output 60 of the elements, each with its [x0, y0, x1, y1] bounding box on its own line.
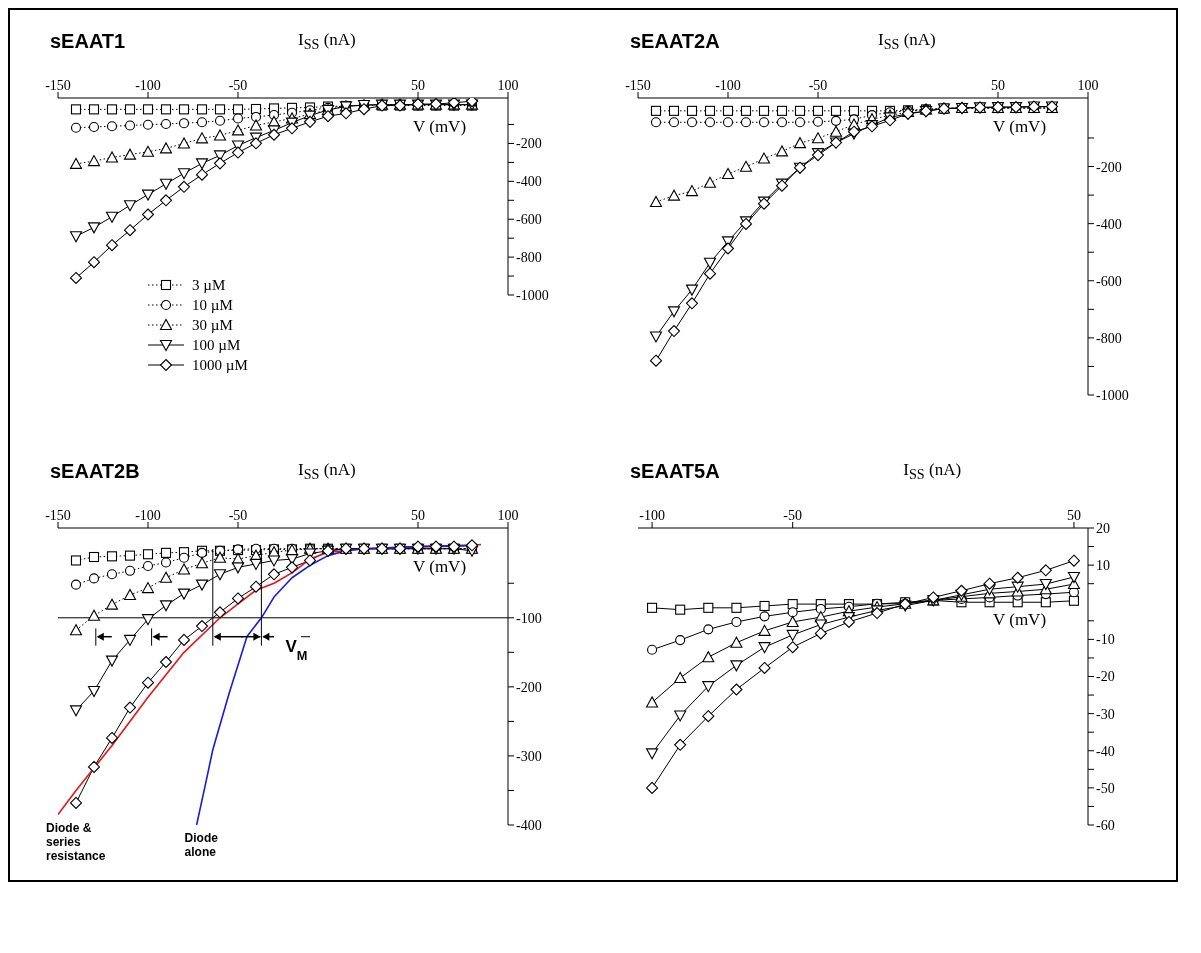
y-axis-title: I$_{SS}$ (nA) — [298, 460, 356, 484]
legend-label: 1000 µM — [192, 356, 248, 374]
y-tick-label: 10 — [1096, 558, 1110, 574]
series-label: Diode alone — [184, 831, 218, 859]
y-tick-label: -10 — [1096, 632, 1115, 648]
x-tick-label: 100 — [497, 508, 519, 523]
y-tick-label: -200 — [516, 136, 542, 152]
x-tick-label: -150 — [45, 508, 71, 523]
y-tick-label: -200 — [1096, 159, 1122, 175]
x-axis-title: V (mV) — [993, 610, 1047, 631]
y-tick-label: -800 — [516, 250, 542, 266]
y-tick-label: -1000 — [516, 287, 549, 303]
y-tick-label: -400 — [516, 174, 542, 190]
x-tick-label: -50 — [228, 508, 248, 523]
y-axis-title: I$_{SS}$ (nA) — [903, 460, 962, 484]
x-tick-label: 50 — [991, 78, 1005, 93]
annotation: V$_{M}$ — [285, 636, 308, 663]
y-tick-label: -60 — [1096, 817, 1115, 833]
chart-title: sEAAT2A — [630, 30, 720, 53]
chart-title: sEAAT2B — [50, 460, 140, 483]
y-tick-label: -800 — [1096, 330, 1122, 346]
x-axis-title: V (mV) — [413, 556, 467, 577]
x-tick-label: -50 — [808, 78, 828, 93]
x-tick-label: 100 — [497, 78, 519, 93]
y-tick-label: -600 — [516, 212, 542, 228]
legend-label: 10 µM — [192, 296, 233, 314]
y-tick-label: -40 — [1096, 743, 1115, 759]
y-tick-label: -100 — [516, 610, 542, 626]
x-tick-label: -150 — [45, 78, 71, 93]
y-tick-label: -600 — [1096, 273, 1122, 289]
y-tick-label: -200 — [516, 679, 542, 695]
y-axis-title: I$_{SS}$ (nA) — [298, 30, 356, 54]
legend-label: 30 µM — [192, 316, 233, 334]
y-axis-title: I$_{SS}$ (nA) — [878, 30, 936, 54]
x-tick-label: 50 — [411, 508, 425, 523]
chart-title: sEAAT5A — [630, 460, 720, 483]
y-tick-label: -20 — [1096, 669, 1115, 685]
series-label: Diode & series resistance — [46, 820, 106, 863]
y-tick-label: -50 — [1096, 780, 1115, 796]
y-tick-label: 20 — [1096, 520, 1110, 536]
x-tick-label: -100 — [715, 78, 741, 93]
x-axis-title: V (mV) — [993, 117, 1047, 138]
x-axis-title: V (mV) — [413, 117, 467, 138]
y-tick-label: -300 — [516, 748, 542, 764]
y-tick-label: -400 — [516, 817, 542, 833]
legend-label: 3 µM — [192, 276, 226, 294]
x-tick-label: -100 — [135, 78, 161, 93]
x-tick-label: -50 — [783, 508, 803, 523]
x-tick-label: -50 — [228, 78, 248, 93]
x-tick-label: -100 — [135, 508, 161, 523]
y-tick-label: -1000 — [1096, 387, 1129, 403]
x-tick-label: -150 — [625, 78, 651, 93]
x-tick-label: -100 — [639, 508, 665, 523]
x-tick-label: 100 — [1077, 78, 1099, 93]
chart-title: sEAAT1 — [50, 30, 126, 53]
legend-label: 100 µM — [192, 336, 241, 354]
y-tick-label: -400 — [1096, 216, 1122, 232]
x-tick-label: 50 — [1066, 508, 1081, 523]
x-tick-label: 50 — [411, 78, 425, 93]
y-tick-label: -30 — [1096, 706, 1115, 722]
